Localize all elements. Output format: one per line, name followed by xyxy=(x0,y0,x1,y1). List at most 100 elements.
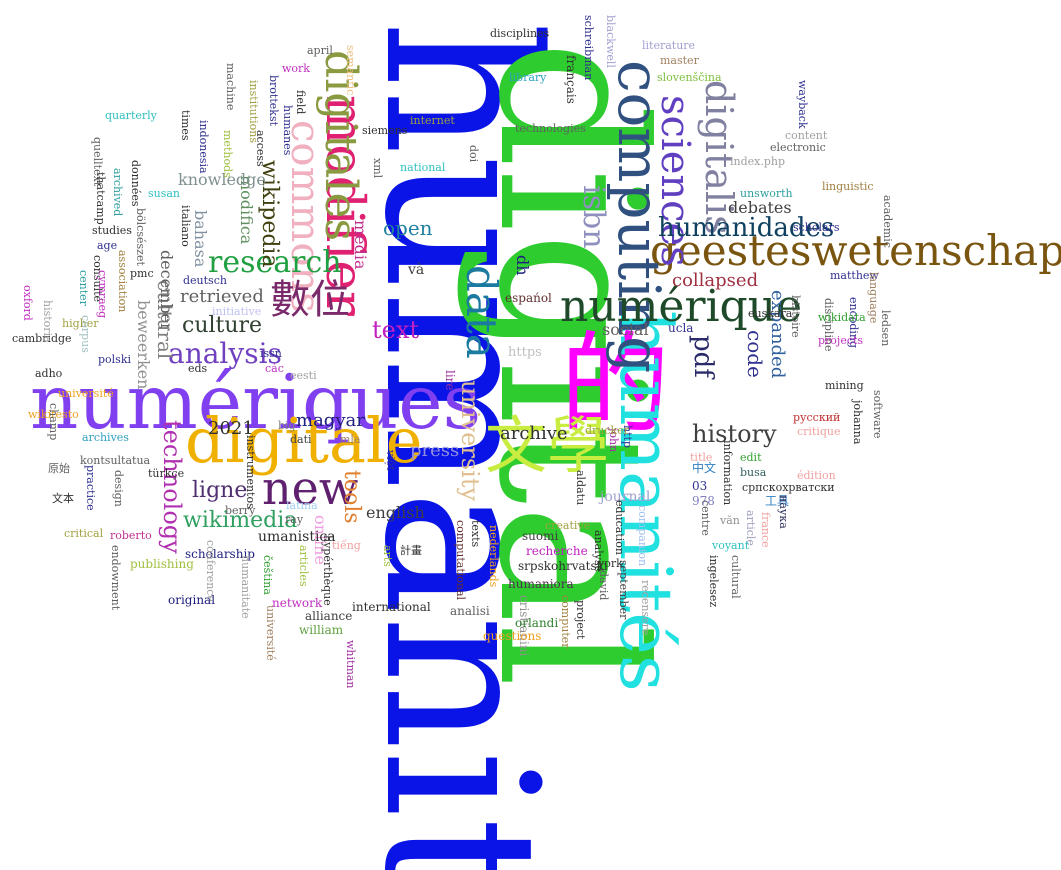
word: wikidata xyxy=(818,311,866,324)
word: historia xyxy=(41,300,54,343)
word: disciplines xyxy=(490,27,550,40)
word: language xyxy=(867,272,880,324)
word: và xyxy=(408,262,425,278)
word: literature xyxy=(642,39,696,52)
word: higher xyxy=(62,317,99,330)
word: édition xyxy=(797,469,836,482)
word: semantic xyxy=(344,45,357,96)
word: endowment xyxy=(109,545,122,611)
word: william xyxy=(299,623,344,637)
word: cambridge xyxy=(12,332,72,345)
word: original xyxy=(168,593,216,607)
word: русский xyxy=(793,411,841,424)
word: project xyxy=(574,600,587,640)
word: 文學 xyxy=(485,409,610,482)
word: wikimedia xyxy=(183,508,298,533)
word: debates xyxy=(728,198,792,217)
word: media xyxy=(351,220,370,270)
word: 數位 xyxy=(270,277,350,323)
word: schreibman xyxy=(582,15,595,81)
word: italiano xyxy=(179,205,192,247)
word: suomi xyxy=(522,529,559,543)
word: humanes xyxy=(281,105,294,156)
word: national xyxy=(400,161,446,174)
word: instrumentos xyxy=(244,435,257,509)
word: histoire xyxy=(789,295,802,338)
word: knowledge xyxy=(178,170,266,189)
word: archived xyxy=(111,168,124,217)
word: busa xyxy=(740,466,767,479)
word: culture xyxy=(182,313,263,338)
word: critical xyxy=(64,527,104,540)
word: archives xyxy=(82,431,129,444)
word: publishing xyxy=(130,557,194,571)
word: kontsultatua xyxy=(80,454,151,467)
word: issn xyxy=(260,347,282,360)
word: big xyxy=(278,419,296,432)
word: eesti xyxy=(290,369,317,382)
word: whitman xyxy=(344,640,357,689)
word: projects xyxy=(818,334,864,347)
word: cultural xyxy=(729,555,742,599)
word: ray xyxy=(285,513,304,526)
word: code xyxy=(743,330,767,378)
word: polski xyxy=(98,353,132,366)
word: aldatu xyxy=(574,470,587,506)
word: texts xyxy=(469,520,482,548)
word: retrieved xyxy=(180,286,264,307)
word: york xyxy=(598,557,623,570)
word: pdf xyxy=(688,335,718,378)
word: recensere xyxy=(639,580,652,636)
word: times xyxy=(179,110,192,141)
word: david xyxy=(597,570,610,601)
word: các xyxy=(265,362,284,375)
word: beweerken xyxy=(134,300,153,390)
word: roberto xyxy=(110,529,152,542)
word: 文本 xyxy=(52,492,74,505)
word: academic xyxy=(881,195,894,248)
word: internet xyxy=(410,114,455,127)
word: wayback xyxy=(796,80,809,129)
word: 計畫 xyxy=(400,544,422,557)
word: recherche xyxy=(526,544,588,558)
word: magyar xyxy=(296,410,365,431)
word: english xyxy=(366,503,425,522)
word: brottekst xyxy=(267,75,280,127)
word: university xyxy=(456,380,484,502)
word: open xyxy=(383,216,433,240)
word: social xyxy=(602,320,649,339)
word: conference xyxy=(204,540,217,602)
word: work xyxy=(282,62,310,75)
word: наука xyxy=(777,495,790,529)
word: methods xyxy=(221,130,234,178)
word: computational xyxy=(454,520,467,601)
word: library xyxy=(509,71,547,84)
word: johanna xyxy=(851,400,864,445)
word: cymraeg xyxy=(96,270,109,319)
word: mla xyxy=(340,433,361,446)
word: quarterly xyxy=(105,109,157,122)
word: age xyxy=(97,239,118,252)
word: linguistic xyxy=(822,180,874,193)
word: technologies xyxy=(515,122,586,135)
word: matthew xyxy=(830,269,879,282)
word: srpskohrvatski xyxy=(518,559,608,573)
word: ingelesez xyxy=(707,555,720,608)
word: association xyxy=(116,250,129,313)
word: unsworth xyxy=(740,187,793,200)
word: 978 xyxy=(692,494,715,508)
word: electronic xyxy=(770,141,826,154)
word: lire xyxy=(443,370,457,391)
word: analysis xyxy=(168,337,282,370)
word: design xyxy=(112,470,125,507)
word: pmc xyxy=(130,267,154,280)
word: latina xyxy=(286,499,318,512)
word: new xyxy=(262,461,359,515)
word: https xyxy=(508,345,542,360)
word: susan xyxy=(148,187,181,200)
word: corpus xyxy=(79,315,92,353)
word: archive xyxy=(500,423,568,444)
word: čeština xyxy=(261,555,274,595)
word: ucla xyxy=(668,321,694,335)
